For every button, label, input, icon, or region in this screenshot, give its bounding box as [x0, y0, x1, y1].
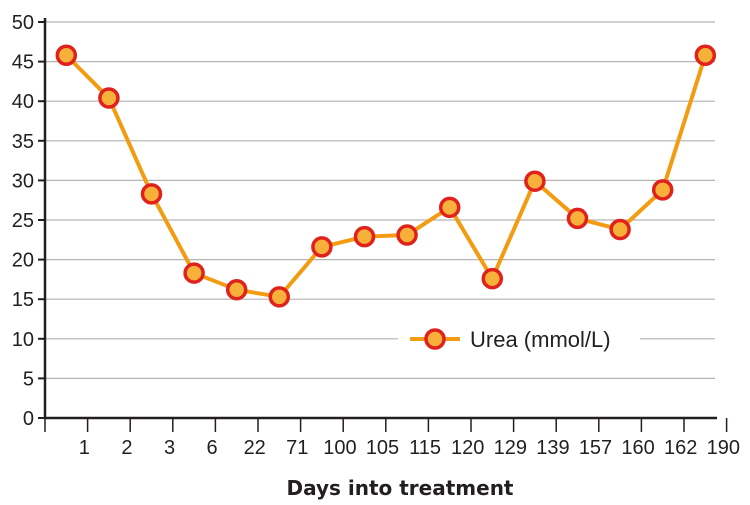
y-tick-label: 20 [12, 250, 34, 272]
y-tick-label: 25 [12, 210, 34, 232]
data-point [524, 170, 546, 192]
y-tick-label: 30 [12, 170, 34, 192]
x-tick-label: 71 [286, 437, 308, 459]
y-tick-label: 35 [12, 131, 34, 153]
y-tick-label: 15 [12, 289, 34, 311]
x-tick-label: 2 [121, 437, 132, 459]
x-tick-label: 105 [366, 437, 399, 459]
series-line-layer [64, 53, 708, 299]
y-tick-label: 0 [23, 408, 34, 430]
x-axis-title: Days into treatment [287, 476, 514, 500]
y-tick-label: 5 [23, 368, 34, 390]
data-point [225, 278, 248, 301]
y-tick-label: 45 [12, 52, 34, 74]
data-point [140, 183, 163, 205]
x-tick-label: 115 [409, 437, 441, 459]
x-tick-label: 139 [536, 437, 569, 459]
data-point [183, 262, 205, 284]
x-tick-label: 160 [621, 437, 654, 459]
y-tick-labels: 0 5 10 15 20 25 30 35 40 45 50 [12, 12, 34, 430]
data-point [651, 179, 674, 201]
x-tick-label: 129 [494, 437, 527, 459]
data-point [353, 225, 376, 248]
data-point [609, 218, 631, 241]
x-tick-label: 157 [579, 437, 612, 459]
legend-marker-swatch [424, 328, 446, 350]
data-point [481, 267, 504, 290]
data-point [268, 286, 291, 308]
series-line [64, 53, 708, 299]
data-point [396, 224, 418, 246]
x-tick-label: 22 [244, 437, 266, 459]
data-point [98, 87, 120, 109]
legend-label: Urea (mmol/L) [470, 327, 611, 352]
x-tick-label: 162 [664, 437, 697, 459]
x-tick-label: 100 [323, 437, 356, 459]
gridlines [45, 21, 715, 379]
x-tick-labels: 1 2 3 6 22 71 100 105 115 120 129 139 157 160 162 190 [79, 437, 740, 459]
data-point [694, 44, 717, 67]
y-tick-label: 40 [12, 91, 34, 113]
x-tick-label: 1 [79, 437, 90, 459]
data-point [566, 207, 589, 230]
data-point [55, 44, 78, 67]
x-tick-label: 3 [164, 437, 175, 459]
x-tick-label: 120 [451, 437, 484, 459]
data-point [311, 236, 333, 258]
data-point [438, 196, 461, 219]
legend: Urea (mmol/L) [398, 321, 640, 357]
axes [38, 18, 728, 432]
x-tick-label: 190 [707, 437, 740, 459]
x-tick-label: 6 [207, 437, 218, 459]
y-tick-label: 50 [12, 12, 34, 34]
y-tick-label: 10 [12, 329, 34, 351]
series-markers [55, 44, 717, 308]
